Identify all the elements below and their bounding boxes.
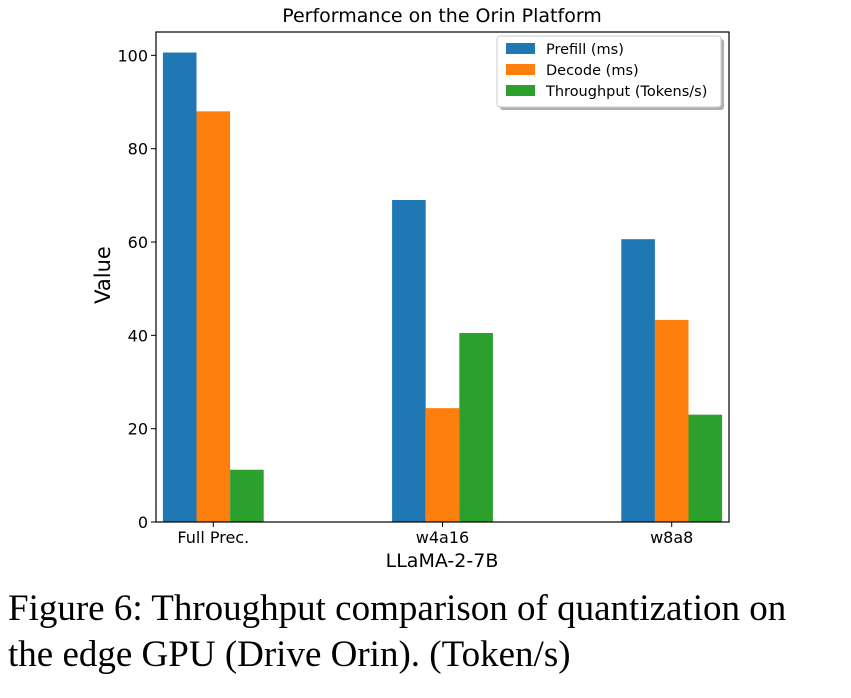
bar-w4a16-prefill-ms xyxy=(392,200,426,522)
bar-chart: Performance on the Orin Platform Value L… xyxy=(91,5,730,572)
x-axis-label: LLaMA-2-7B xyxy=(386,550,499,572)
y-tick-label: 20 xyxy=(128,420,148,439)
y-tick-label: 100 xyxy=(117,46,148,65)
legend-box xyxy=(496,35,722,108)
chart-title: Performance on the Orin Platform xyxy=(282,5,602,27)
legend-label-throughput-tokens-s: Throughput (Tokens/s) xyxy=(545,84,707,100)
y-tick-label: 80 xyxy=(128,140,148,159)
y-tick-label: 0 xyxy=(138,513,148,532)
x-tick-label: Full Prec. xyxy=(177,528,249,547)
y-axis-label: Value xyxy=(91,246,115,304)
caption-line-2: the edge GPU (Drive Orin). (Token/s) xyxy=(8,634,571,675)
legend-swatch-throughput-tokens-s xyxy=(506,85,535,96)
y-tick-label: 60 xyxy=(128,233,148,252)
x-tick-label: w8a8 xyxy=(650,528,693,547)
legend-label-decode-ms: Decode (ms) xyxy=(546,63,639,79)
plot-frame xyxy=(155,31,730,523)
bar-w4a16-decode-ms xyxy=(425,408,460,522)
bar-full-prec-throughput-tokens-s xyxy=(230,469,264,522)
bar-w8a8-prefill-ms xyxy=(621,239,655,522)
bar-w4a16-throughput-tokens-s xyxy=(459,333,493,522)
bar-full-prec-prefill-ms xyxy=(162,52,197,523)
caption-line-1: Figure 6: Throughput comparison of quant… xyxy=(8,588,787,629)
figure-caption: Figure 6: Throughput comparison of quant… xyxy=(8,586,848,678)
bar-w8a8-decode-ms xyxy=(654,319,689,522)
legend-label-prefill-ms: Prefill (ms) xyxy=(546,42,624,58)
bar-w8a8-throughput-tokens-s xyxy=(688,414,723,522)
legend-swatch-decode-ms xyxy=(506,64,535,75)
legend-swatch-prefill-ms xyxy=(506,43,535,54)
bar-full-prec-decode-ms xyxy=(196,111,231,522)
x-ticks: Full Prec. w4a16 w8a8 xyxy=(177,522,693,547)
x-tick-label: w4a16 xyxy=(416,528,469,547)
y-tick-label: 40 xyxy=(128,326,148,345)
legend: Prefill (ms) Decode (ms) Throughput (Token… xyxy=(496,35,724,110)
bars-group xyxy=(162,52,723,523)
y-ticks: 0 20 40 60 80 100 xyxy=(117,46,156,532)
